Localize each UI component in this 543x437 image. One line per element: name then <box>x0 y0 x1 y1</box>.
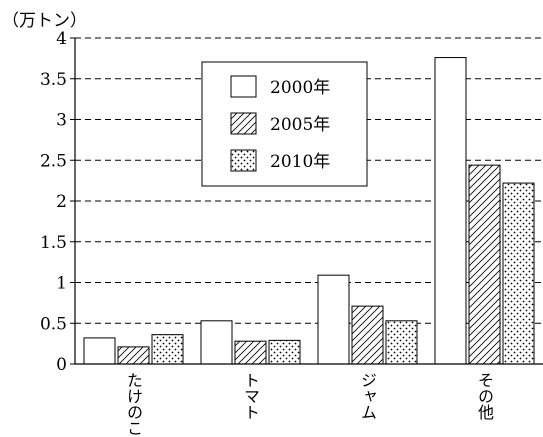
x-tick-label: トマト <box>241 372 260 420</box>
y-tick-label: 1 <box>56 274 67 294</box>
bar-2-1 <box>351 305 384 365</box>
legend-label-2: 2010年 <box>270 152 330 172</box>
bar-2-2 <box>385 320 418 365</box>
y-tick-label: 2.5 <box>40 151 67 171</box>
bar-1-1 <box>234 340 267 365</box>
x-tick-label: ジャム <box>358 372 377 420</box>
bar-3-2 <box>502 182 535 365</box>
x-axis-labels: たけのこ トマト ジャム その他 <box>124 372 494 436</box>
y-tick-label: 0 <box>56 355 67 375</box>
x-tick-label: その他 <box>475 372 494 421</box>
bar-0-2 <box>151 334 184 365</box>
y-axis-ticks: 0 0.5 1 1.5 2 2.5 3 3.5 4 <box>40 29 75 375</box>
legend-label-0: 2000年 <box>270 78 330 98</box>
bar-0-0 <box>83 337 116 365</box>
y-tick-label: 1.5 <box>40 233 67 253</box>
bar-1-0 <box>200 320 233 365</box>
legend-label-1: 2005年 <box>270 115 330 135</box>
y-tick-label: 2 <box>56 192 67 212</box>
bar-0-1 <box>117 346 150 365</box>
legend: 2000年 2005年 2010年 <box>201 61 368 187</box>
y-tick-label: 3.5 <box>40 70 67 90</box>
y-tick-label: 0.5 <box>40 314 67 334</box>
legend-swatch-0 <box>230 75 257 98</box>
bars <box>83 57 535 365</box>
bar-1-2 <box>268 339 301 365</box>
y-tick-label: 3 <box>56 111 67 131</box>
bar-2-0 <box>317 274 350 365</box>
y-axis-unit-label: （万トン） <box>2 11 87 31</box>
legend-swatch-1 <box>230 112 257 135</box>
legend-swatch-2 <box>230 149 257 172</box>
y-tick-label: 4 <box>56 29 67 49</box>
x-tick-label: たけのこ <box>124 372 143 436</box>
bar-3-0 <box>434 57 467 365</box>
legend-box <box>201 61 368 187</box>
bar-3-1 <box>468 164 501 365</box>
